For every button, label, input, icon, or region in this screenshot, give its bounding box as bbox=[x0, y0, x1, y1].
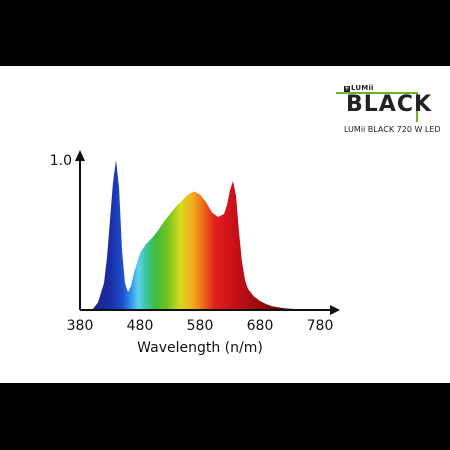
brand-model: LUMii BLACK 720 W LED bbox=[344, 125, 441, 134]
tick-layer: 380 480 580 680 780 1.0 bbox=[50, 153, 334, 334]
x-tick-label: 380 bbox=[67, 318, 94, 334]
plus-icon: + bbox=[344, 85, 350, 92]
area-layer bbox=[92, 160, 320, 310]
x-tick-label: 580 bbox=[187, 318, 214, 334]
y-axis-arrow bbox=[75, 150, 85, 161]
brand-maker: +LUMii bbox=[344, 84, 374, 92]
x-tick-label: 680 bbox=[247, 318, 274, 334]
y-tick-label: 1.0 bbox=[50, 153, 72, 169]
axis-layer bbox=[75, 150, 340, 315]
x-axis-arrow bbox=[330, 305, 340, 315]
brand-frame bbox=[336, 92, 418, 122]
x-axis-label: Wavelength (n/m) bbox=[137, 340, 263, 356]
x-tick-label: 780 bbox=[307, 318, 334, 334]
spectrum-area bbox=[92, 160, 320, 310]
brand-maker-text: LUMii bbox=[351, 84, 374, 92]
x-tick-label: 480 bbox=[127, 318, 154, 334]
brand-product: BLACK bbox=[346, 92, 433, 117]
